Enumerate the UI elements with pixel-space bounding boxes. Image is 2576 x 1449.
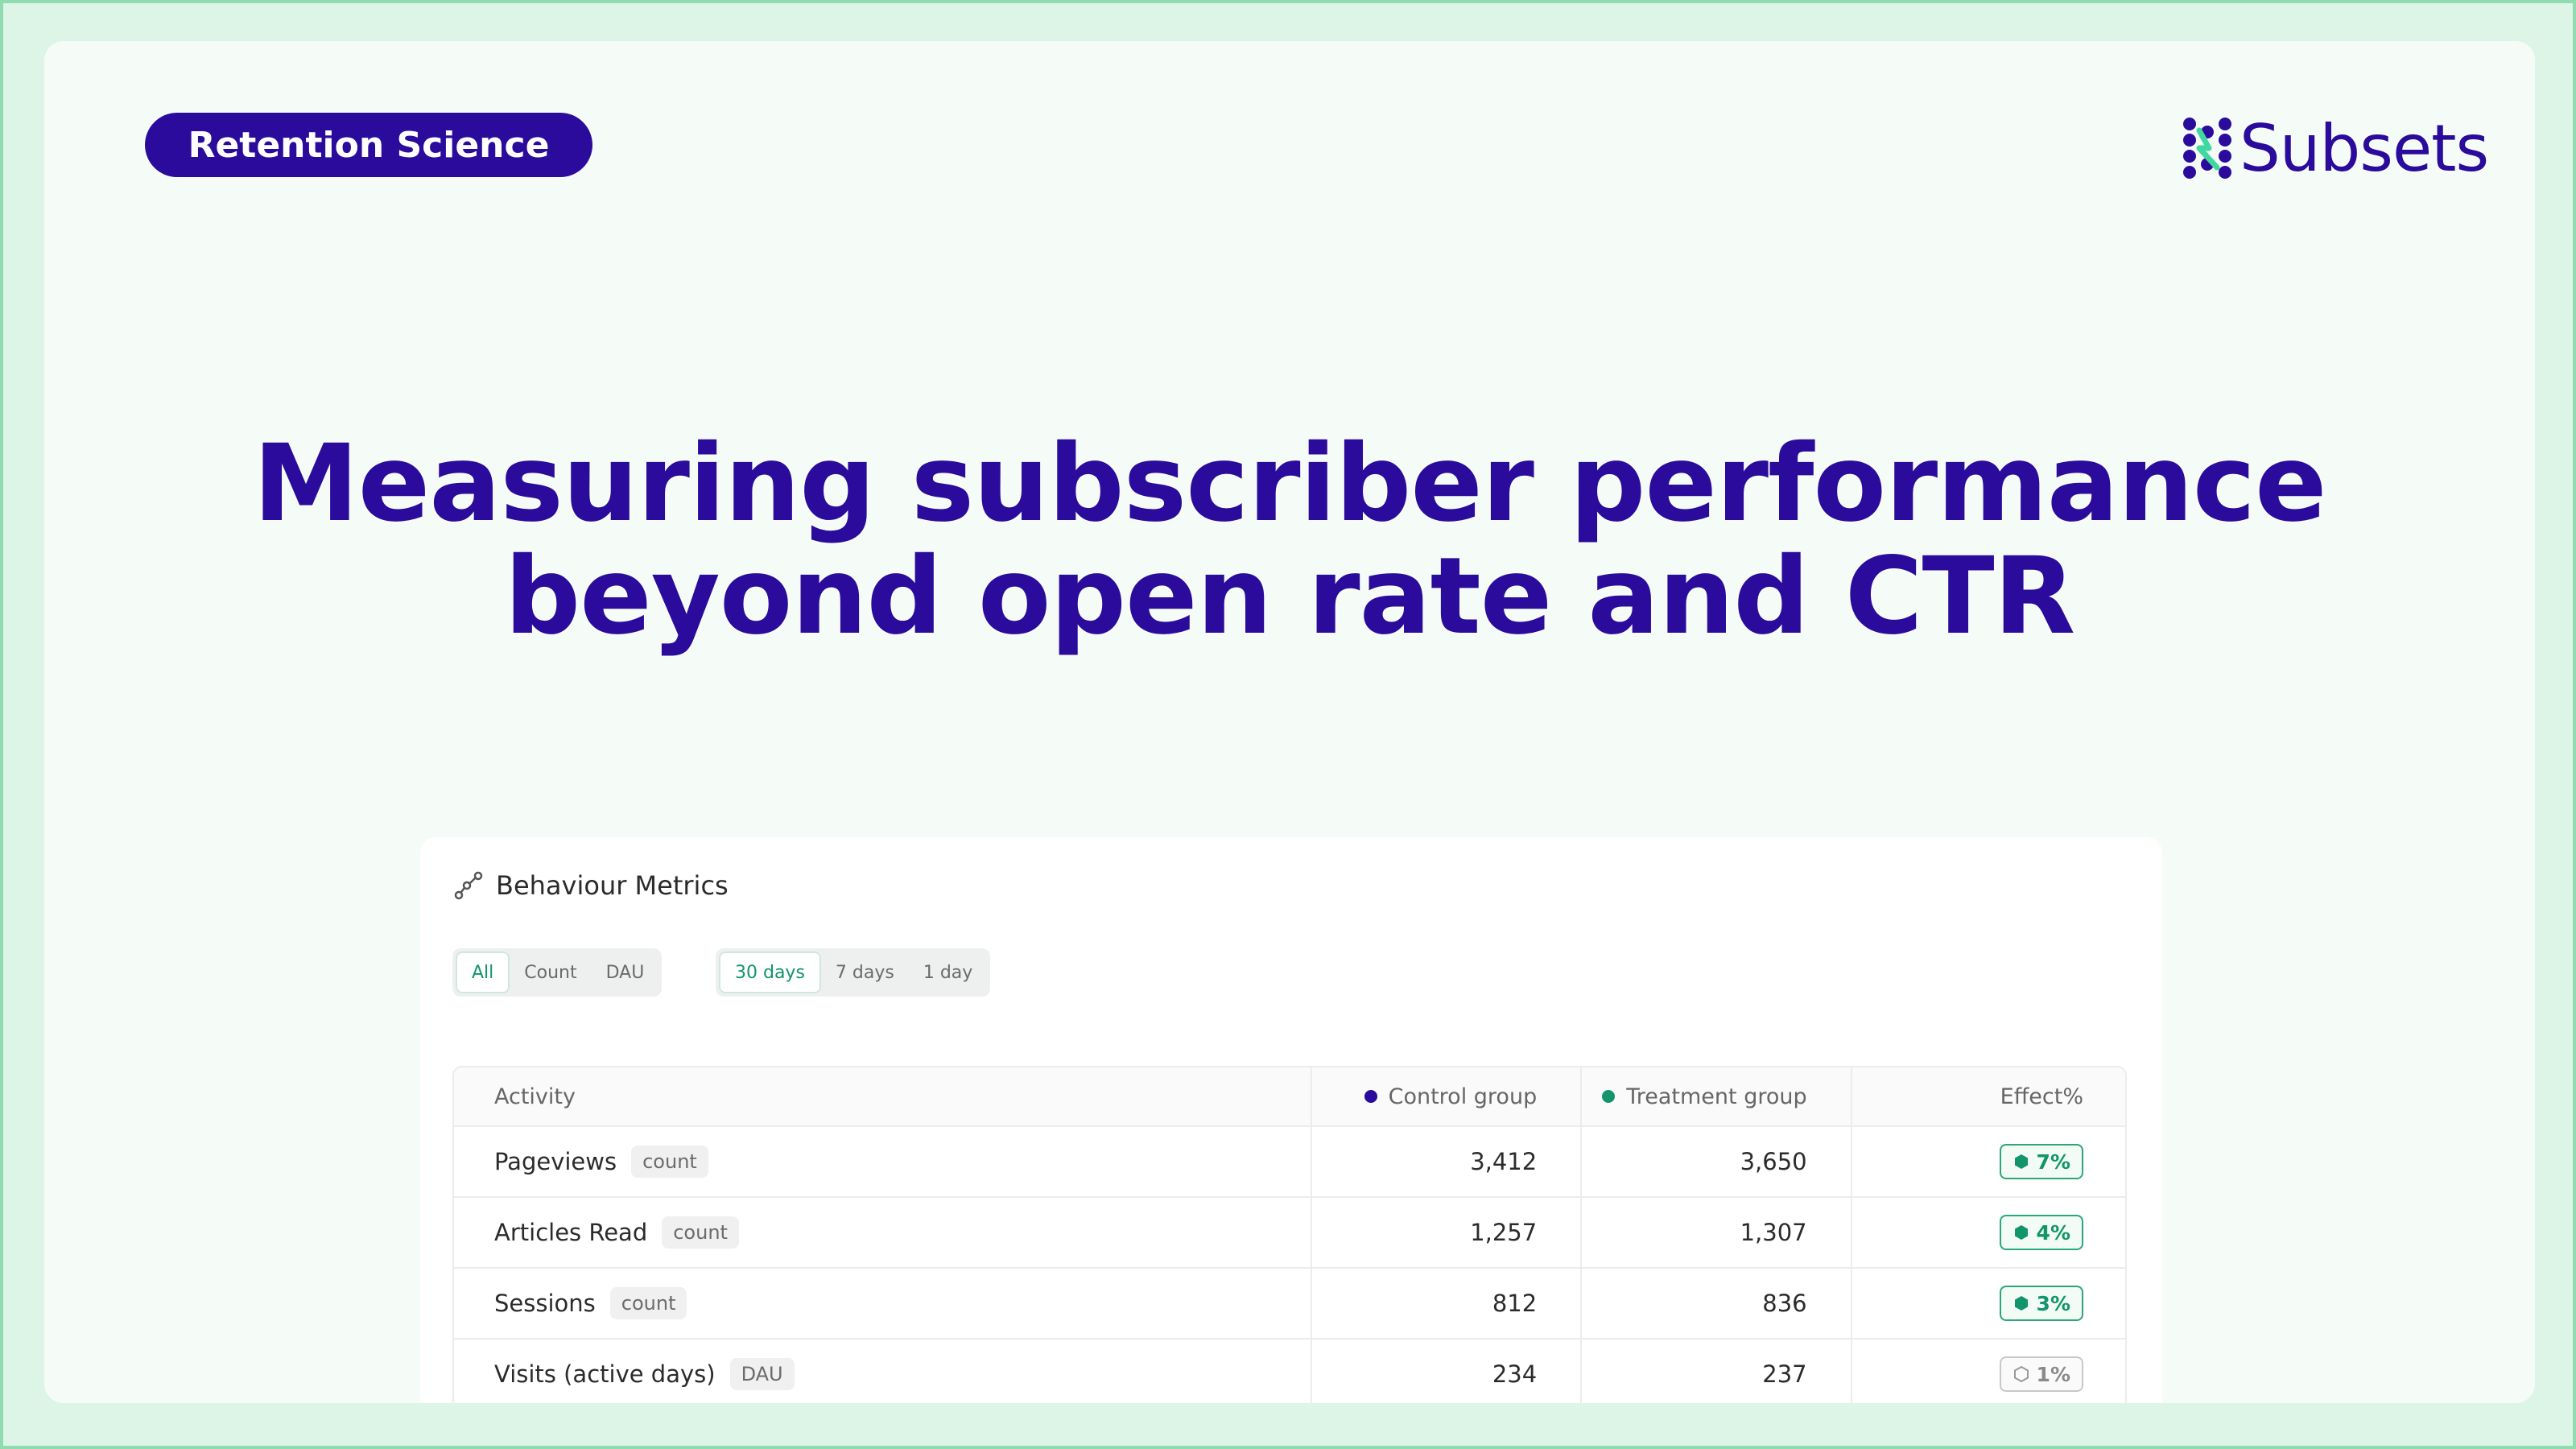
filter-count[interactable]: Count [524, 962, 577, 983]
column-header-effect: Effect% [2000, 1084, 2083, 1109]
activity-name: Visits (active days) [494, 1360, 716, 1388]
table-header: Activity Control group Treatment group E… [454, 1067, 2125, 1125]
effect-value: 3% [2036, 1291, 2070, 1315]
column-header-control-label: Control group [1388, 1084, 1538, 1109]
column-header-activity: Activity [454, 1067, 1312, 1125]
slide-card: Retention Science Subsets Measuring subs… [44, 41, 2535, 1403]
scatter-chart-icon [454, 871, 483, 900]
activity-cell: Articles Read count [454, 1198, 1312, 1267]
effect-value: 1% [2036, 1362, 2070, 1386]
treatment-value: 836 [1582, 1269, 1852, 1338]
headline-line-2: beyond open rate and CTR [504, 535, 2076, 658]
brand-name: Subsets [2240, 110, 2489, 186]
unit-chip: count [631, 1146, 708, 1178]
table-row: Pageviews count 3,412 3,650 7% [454, 1125, 2125, 1196]
activity-cell: Visits (active days) DAU [454, 1340, 1312, 1403]
unit-chip: count [662, 1216, 739, 1249]
table-row: Sessions count 812 836 3% [454, 1267, 2125, 1338]
effect-value: 4% [2036, 1220, 2070, 1245]
control-value: 3,412 [1312, 1127, 1583, 1196]
behaviour-metrics-panel: Behaviour Metrics All Count DAU 30 days … [420, 837, 2162, 1403]
activity-name: Pageviews [494, 1148, 617, 1175]
unit-chip: count [609, 1287, 687, 1319]
panel-header: Behaviour Metrics [452, 869, 729, 902]
effect-badge: 4% [1999, 1215, 2083, 1250]
unit-chip: DAU [729, 1358, 795, 1390]
headline: Measuring subscriber performance beyond … [44, 427, 2535, 653]
treatment-value: 3,650 [1582, 1127, 1852, 1196]
effect-cell: 3% [1852, 1269, 2125, 1338]
column-header-treatment-label: Treatment group [1626, 1084, 1807, 1109]
filter-30-days[interactable]: 30 days [719, 952, 821, 993]
filter-1-day[interactable]: 1 day [923, 962, 973, 983]
brand-logo: Subsets [2182, 110, 2489, 186]
effect-cell: 7% [1852, 1127, 2125, 1196]
filter-7-days[interactable]: 7 days [835, 962, 894, 983]
control-value: 812 [1312, 1269, 1583, 1338]
hexagon-filled-icon [2014, 1296, 2028, 1311]
effect-cell: 4% [1852, 1198, 2125, 1267]
category-tag: Retention Science [145, 113, 592, 177]
filter-dau[interactable]: DAU [605, 962, 645, 983]
table-row: Articles Read count 1,257 1,307 4% [454, 1196, 2125, 1267]
column-header-treatment: Treatment group [1582, 1067, 1852, 1125]
type-filter: All Count DAU [452, 948, 663, 997]
filter-all[interactable]: All [456, 952, 510, 993]
control-value: 234 [1312, 1340, 1583, 1403]
effect-badge: 3% [1999, 1286, 2083, 1321]
control-value: 1,257 [1312, 1198, 1583, 1267]
effect-badge: 1% [1999, 1356, 2083, 1392]
treatment-value: 1,307 [1582, 1198, 1852, 1267]
activity-cell: Pageviews count [454, 1127, 1312, 1196]
period-filter: 30 days 7 days 1 day [716, 948, 991, 997]
hexagon-filled-icon [2014, 1154, 2028, 1169]
hexagon-outline-icon [2013, 1365, 2029, 1383]
effect-cell: 1% [1852, 1340, 2125, 1403]
activity-name: Sessions [494, 1290, 596, 1317]
hexagon-filled-icon [2014, 1225, 2028, 1240]
control-dot-icon [1364, 1090, 1377, 1103]
panel-title: Behaviour Metrics [496, 870, 729, 901]
activity-cell: Sessions count [454, 1269, 1312, 1338]
metrics-table: Activity Control group Treatment group E… [452, 1066, 2127, 1403]
table-row: Visits (active days) DAU 234 237 1% [454, 1338, 2125, 1403]
treatment-dot-icon [1602, 1090, 1616, 1103]
effect-value: 7% [2036, 1150, 2070, 1174]
column-header-control: Control group [1312, 1067, 1583, 1125]
effect-badge: 7% [1999, 1144, 2083, 1179]
treatment-value: 237 [1582, 1340, 1852, 1403]
activity-name: Articles Read [494, 1219, 648, 1246]
headline-line-1: Measuring subscriber performance [253, 422, 2326, 546]
subsets-logo-icon [2183, 118, 2231, 179]
